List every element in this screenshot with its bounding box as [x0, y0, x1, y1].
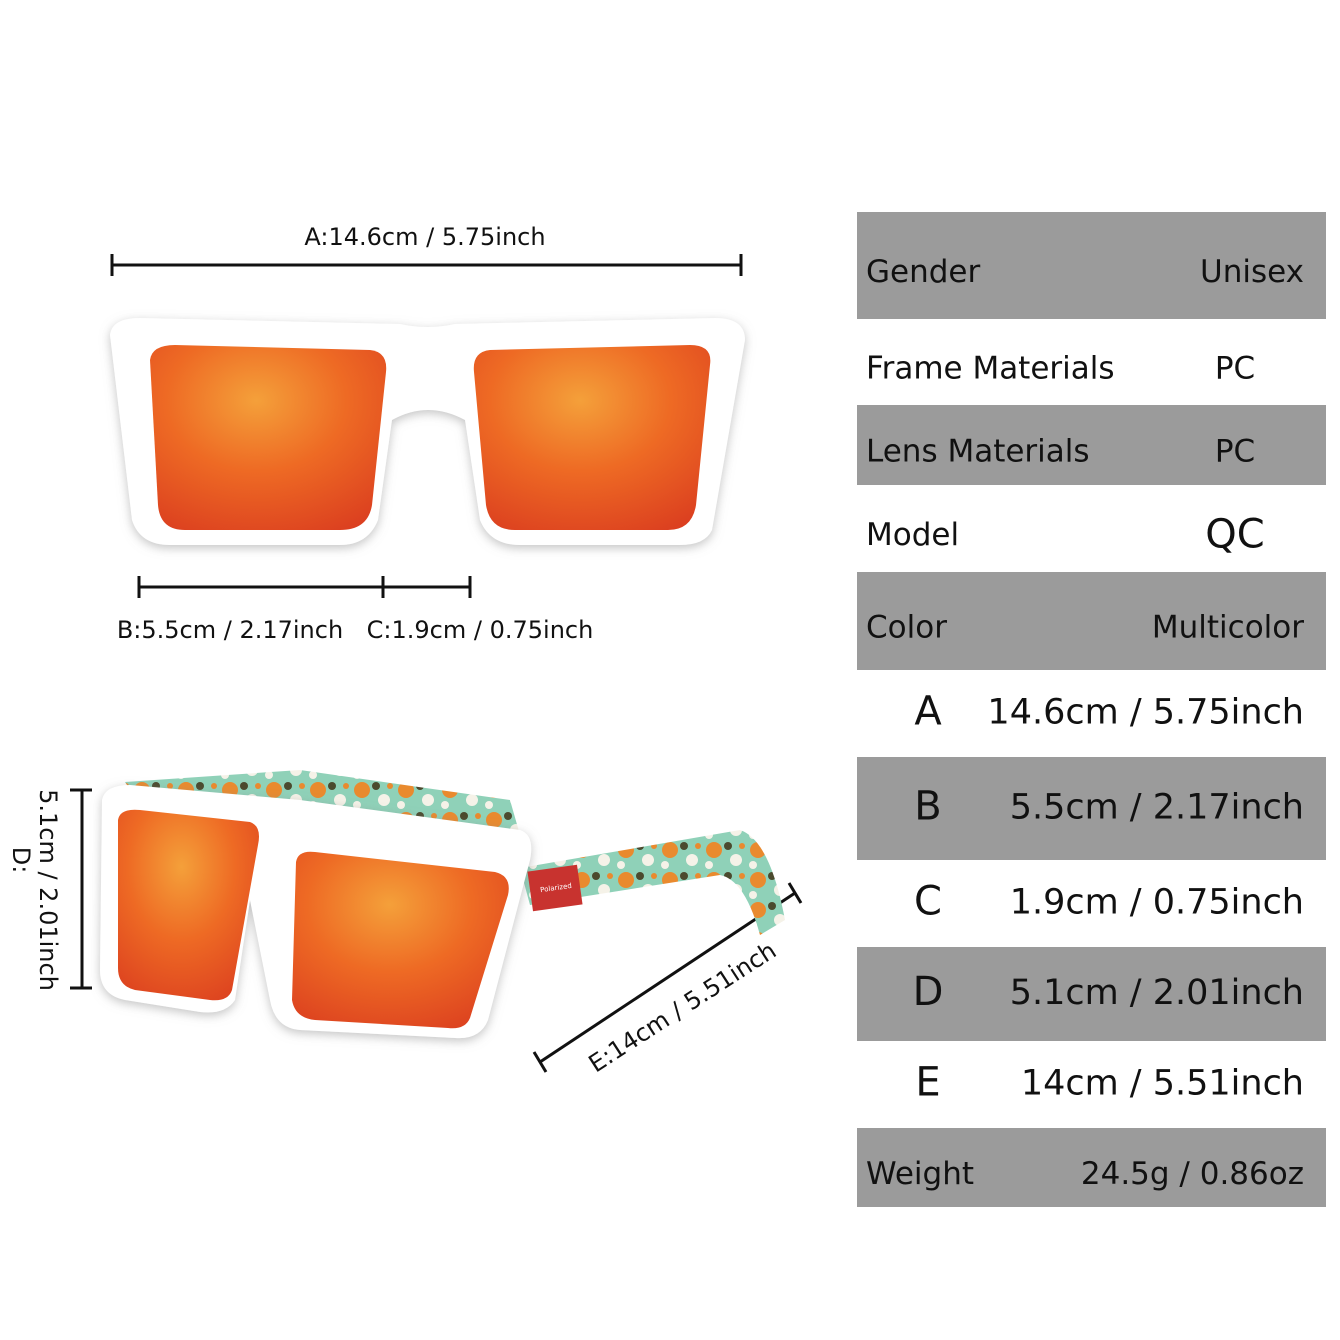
dimension-label: A:14.6cm / 5.75inch [304, 223, 545, 251]
row-label: Weight [866, 1156, 974, 1192]
row-label: D [913, 969, 944, 1015]
table-row [857, 212, 1326, 319]
row-label: Model [866, 517, 959, 553]
table-row [857, 1041, 1326, 1128]
lens [118, 809, 259, 1001]
table-row [857, 572, 1326, 670]
row-value: 1.9cm / 0.75inch [1010, 883, 1304, 923]
row-value: Unisex [1200, 254, 1304, 290]
table-row [857, 757, 1326, 860]
row-value: 5.1cm / 2.01inch [1010, 973, 1304, 1013]
lens [150, 345, 387, 530]
table-row [857, 670, 1326, 757]
dimension-lines [70, 254, 803, 1073]
dimension-label: C:1.9cm / 0.75inch [367, 616, 594, 644]
dimension-label: B:5.5cm / 2.17inch [117, 616, 343, 644]
table-row [857, 319, 1326, 405]
dimension-label: E:14cm / 5.51inch [584, 936, 782, 1078]
row-label: C [914, 879, 942, 925]
row-label: Frame Materials [866, 351, 1115, 387]
row-label: A [914, 689, 942, 735]
row-value: 14.6cm / 5.75inch [987, 693, 1304, 733]
row-value: QC [1205, 512, 1264, 558]
temple [520, 830, 785, 935]
temple-badge [527, 864, 583, 912]
table-row [857, 405, 1326, 485]
row-label: B [914, 784, 941, 830]
table-row [857, 1128, 1326, 1207]
spec-table: Gender Unisex Frame Materials PC Lens Materi… [857, 212, 1326, 1207]
row-value: Multicolor [1152, 610, 1304, 646]
dimension-label: D: [7, 847, 35, 874]
lens [292, 851, 509, 1029]
row-value: 5.5cm / 2.17inch [1010, 788, 1304, 828]
row-label: Color [866, 610, 947, 646]
row-value: 14cm / 5.51inch [1021, 1064, 1304, 1104]
dimension-label: 5.1cm / 2.01inch [34, 789, 62, 991]
row-value: PC [1215, 434, 1255, 470]
row-value: PC [1215, 351, 1255, 387]
table-row [857, 947, 1326, 1041]
row-label: Lens Materials [866, 434, 1090, 470]
side-view: Polarized [100, 770, 785, 1039]
lens [473, 345, 711, 530]
table-row [857, 860, 1326, 947]
row-label: Gender [866, 254, 980, 290]
row-label: E [915, 1060, 940, 1106]
row-value: 24.5g / 0.86oz [1081, 1156, 1304, 1192]
table-row [857, 485, 1326, 572]
front-view [110, 318, 745, 545]
